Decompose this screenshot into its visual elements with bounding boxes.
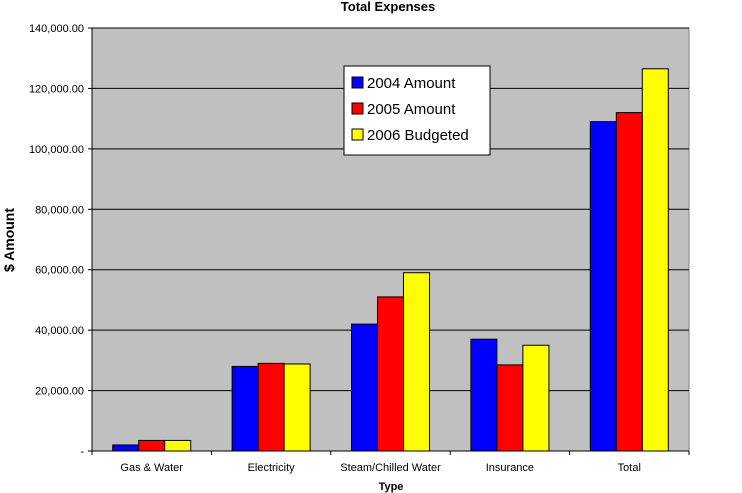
legend-label: 2005 Amount	[367, 101, 456, 118]
y-tick-label: 120,000.00	[29, 83, 84, 95]
x-tick-label: Electricity	[248, 462, 296, 474]
bar	[377, 296, 404, 452]
x-tick-label: Gas & Water	[120, 462, 183, 474]
y-axis-title: $ Amount	[1, 208, 17, 272]
bar	[231, 365, 259, 452]
bar	[164, 439, 192, 452]
y-tick-label: 20,000.00	[35, 386, 84, 398]
legend-swatch	[351, 128, 364, 141]
y-tick-label: 140,000.00	[29, 23, 84, 35]
y-tick-label: -	[80, 446, 84, 458]
bar	[138, 439, 166, 452]
bar	[496, 364, 524, 452]
x-tick-labels: Gas & Water Electricity Steam/Chilled Wate…	[91, 451, 690, 474]
bar	[615, 112, 643, 452]
y-tick-labels: - 20,000.00 40,000.00 60,000.00 80,000.00 100…	[29, 23, 92, 458]
x-tick-label: Insurance	[486, 462, 534, 474]
bars	[112, 68, 669, 452]
bar	[522, 344, 550, 452]
legend-swatch	[351, 102, 364, 115]
bar	[351, 323, 378, 452]
legend: 2004 Amount 2005 Amount 2006 Budgeted	[343, 65, 491, 156]
y-tick-label: 60,000.00	[35, 265, 84, 277]
bar	[641, 68, 669, 452]
bar	[112, 444, 140, 452]
bar	[283, 363, 311, 452]
bar	[403, 272, 430, 452]
legend-label: 2004 Amount	[367, 75, 456, 92]
y-tick-label: 40,000.00	[35, 325, 84, 337]
bar	[589, 121, 617, 452]
bar	[257, 362, 285, 452]
y-tick-label: 100,000.00	[29, 144, 84, 156]
y-tick-label: 80,000.00	[35, 204, 84, 216]
x-axis-title: Type	[379, 481, 404, 493]
x-tick-label: Total	[618, 462, 641, 474]
x-tick-label: Steam/Chilled Water	[340, 462, 441, 474]
legend-label: 2006 Budgeted	[367, 127, 469, 144]
legend-box	[343, 65, 491, 156]
legend-swatch	[351, 76, 364, 89]
bar	[470, 338, 498, 452]
chart-title: Total Expenses	[341, 0, 435, 14]
